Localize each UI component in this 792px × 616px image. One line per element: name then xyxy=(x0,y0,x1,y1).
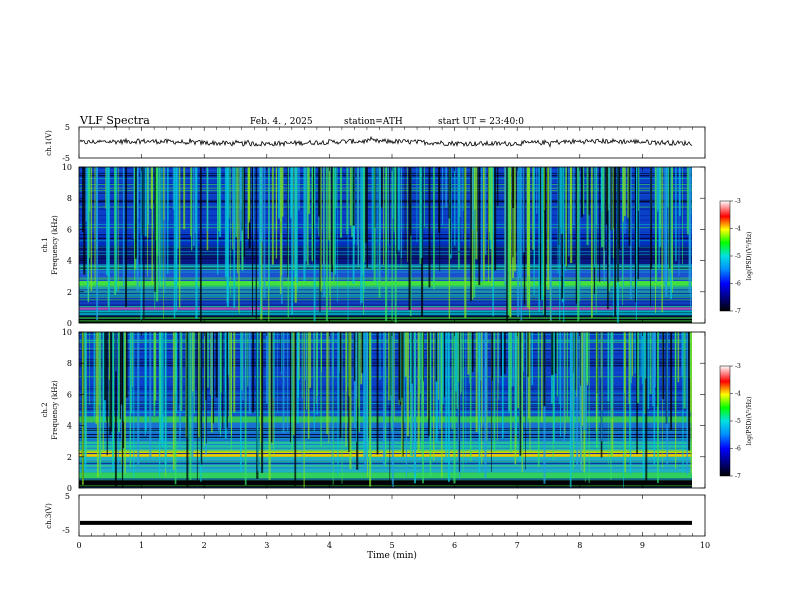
ytick-label: 0 xyxy=(67,319,72,328)
xtick-label: 8 xyxy=(577,541,582,550)
x-axis-ticks: 0 1 2 3 4 5 6 7 8 9 10 xyxy=(76,127,710,550)
xtick-label: 3 xyxy=(264,541,269,550)
colorbar-tick-label: -4 xyxy=(735,226,741,233)
xtick-label: 0 xyxy=(76,541,81,550)
ch1-waveform-panel: 5 -5 ch.1(V) xyxy=(45,123,706,163)
ytick-label: 2 xyxy=(67,288,72,297)
ytick-label: 6 xyxy=(67,390,72,399)
colorbar-tick-label: -7 xyxy=(735,308,741,315)
colorbar-tick-label: -6 xyxy=(735,281,741,288)
ch3-ylabel: ch.3(V) xyxy=(45,503,53,529)
colorbar-tick-label: -5 xyxy=(735,418,741,425)
ytick-label: 6 xyxy=(67,225,72,234)
ytick-label: 2 xyxy=(67,453,72,462)
ytick-label: 4 xyxy=(67,257,72,266)
ch2-spectrogram-yticks: 10 8 6 4 2 0 xyxy=(62,328,705,493)
ytick-label: 10 xyxy=(62,328,72,337)
xtick-label: 7 xyxy=(515,541,520,550)
ch1-spectrogram-yticks: 10 8 6 4 2 0 xyxy=(62,163,705,328)
figure-title: VLF Spectra xyxy=(79,114,150,127)
ch1-ytick-bottom: -5 xyxy=(62,154,70,163)
ch1-spec-channel-label: ch.1 xyxy=(41,237,49,252)
ch2-spectrogram-panel: 10 8 6 4 2 0 ch.2 Frequency (kHz) xyxy=(41,328,706,493)
ch1-colorbar: -3 -4 -5 -6 -7 log(PSD)(V²/Hz) xyxy=(719,198,753,315)
ytick-label: 4 xyxy=(67,422,72,431)
ch1-spectrogram-panel: 10 8 6 4 2 0 ch.1 Frequency (kHz) xyxy=(41,163,706,328)
ch1-spec-ylabel: Frequency (kHz) xyxy=(51,215,59,275)
colorbar-tick-label: -7 xyxy=(735,473,741,480)
ytick-label: 8 xyxy=(67,194,72,203)
ch2-colorbar: -3 -4 -5 -6 -7 log(PSD)(V²/Hz) xyxy=(719,363,753,480)
xtick-label: 5 xyxy=(389,541,394,550)
colorbar-tick-label: -3 xyxy=(735,363,741,370)
xtick-label: 10 xyxy=(700,541,710,550)
ytick-label: 10 xyxy=(62,163,72,172)
ytick-label: 8 xyxy=(67,359,72,368)
ch2-colorbar-label: log(PSD)(V²/Hz) xyxy=(746,397,753,446)
xtick-label: 6 xyxy=(452,541,457,550)
ytick-label: 0 xyxy=(67,484,72,493)
colorbar-tick-label: -3 xyxy=(735,198,741,205)
ch2-spec-channel-label: ch.2 xyxy=(41,402,49,417)
ch1-ytick-top: 5 xyxy=(65,123,70,132)
colorbar-tick-label: -5 xyxy=(735,253,741,260)
ch3-ytick-top: 5 xyxy=(65,492,70,501)
date-label: Feb. 4. , 2025 xyxy=(250,117,313,127)
ch1-ylabel: ch.1(V) xyxy=(45,130,53,156)
colorbar-tick-label: -4 xyxy=(735,391,741,398)
x-axis-label: Time (min) xyxy=(367,550,417,561)
ch1-waveform-line xyxy=(79,135,693,148)
ch1-spectrogram-image xyxy=(79,167,705,324)
ch3-ytick-bottom: -5 xyxy=(62,526,70,535)
xtick-label: 1 xyxy=(139,541,144,550)
ch3-waveform-panel: 5 -5 ch.3(V) xyxy=(45,492,706,537)
ch2-spec-ylabel: Frequency (kHz) xyxy=(51,380,59,440)
xtick-label: 9 xyxy=(640,541,645,550)
ch1-colorbar-label: log(PSD)(V²/Hz) xyxy=(746,232,753,281)
station-label: station=ATH xyxy=(344,117,403,127)
xtick-label: 2 xyxy=(202,541,207,550)
colorbar-tick-label: -6 xyxy=(735,446,741,453)
ch2-spectrogram-image xyxy=(79,332,705,489)
start-time-label: start UT = 23:40:0 xyxy=(438,117,524,127)
xtick-label: 4 xyxy=(327,541,332,550)
